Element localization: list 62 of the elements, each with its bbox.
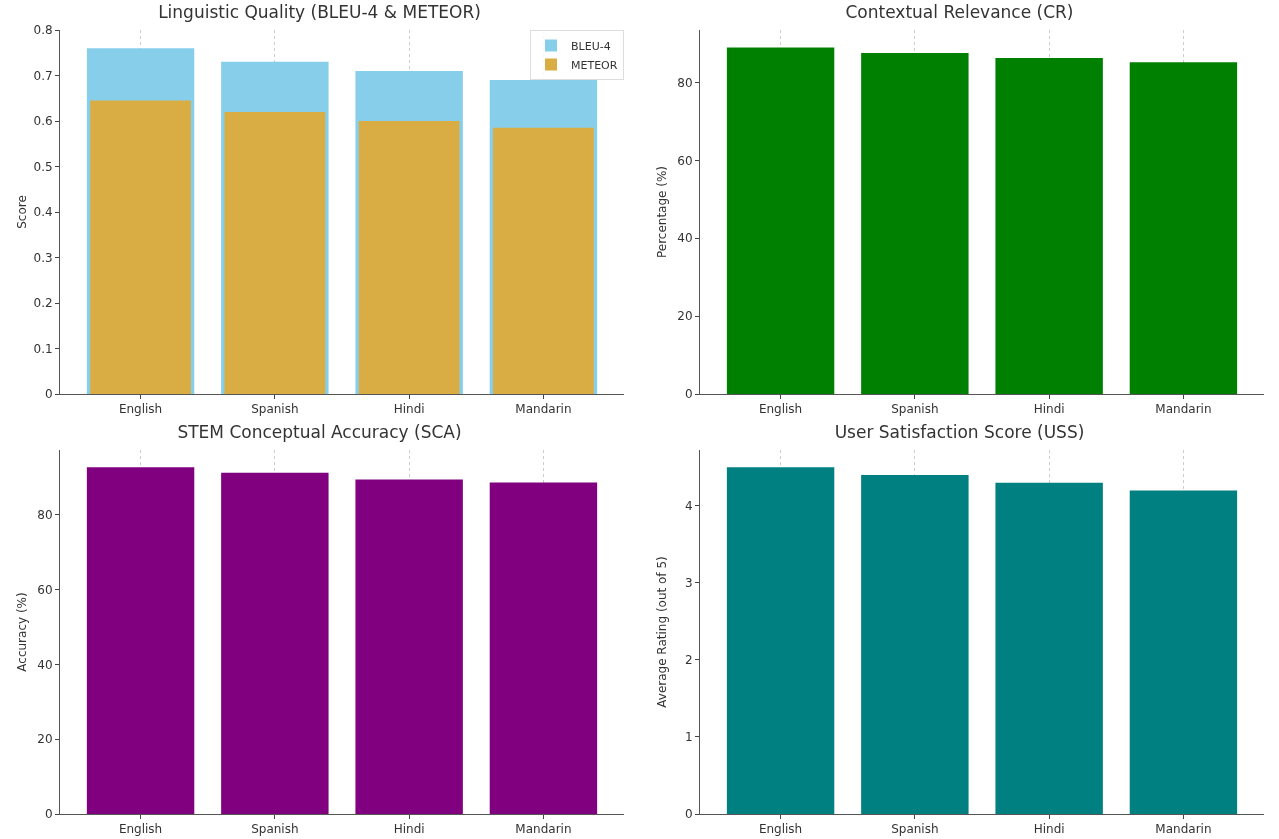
legend-label: METEOR xyxy=(571,58,618,72)
x-tick-label: English xyxy=(118,822,163,837)
y-tick-label: 4 xyxy=(684,499,693,514)
x-tick-label: Mandarin xyxy=(515,822,572,837)
y-tick-label: 0.1 xyxy=(33,341,53,356)
y-tick-label: 80 xyxy=(37,507,53,522)
x-tick-label: Hindi xyxy=(1033,822,1065,837)
legend-label: BLEU-4 xyxy=(571,39,611,53)
y-tick-label: 0.4 xyxy=(33,205,53,220)
x-tick-label: English xyxy=(118,402,163,417)
bar xyxy=(1129,490,1238,814)
x-tick-label: Spanish xyxy=(891,402,939,417)
y-tick-label: 0.5 xyxy=(33,159,53,174)
y-tick-label: 3 xyxy=(684,576,693,591)
bar xyxy=(358,121,460,394)
bar xyxy=(86,467,195,814)
y-axis-title: Accuracy (%) xyxy=(15,592,29,672)
y-tick-label: 0.6 xyxy=(33,114,53,129)
bar xyxy=(224,111,326,394)
x-tick-label: Mandarin xyxy=(1155,402,1212,417)
bar xyxy=(489,482,598,814)
bar xyxy=(995,482,1103,814)
y-axis-title: Score xyxy=(15,195,29,229)
y-tick-label: 0.3 xyxy=(33,250,53,265)
bar xyxy=(355,479,463,814)
y-tick-label: 0 xyxy=(44,807,53,822)
x-tick-label: English xyxy=(758,822,803,837)
y-tick-label: 0 xyxy=(44,387,53,402)
y-tick-label: 2 xyxy=(684,653,693,668)
bar xyxy=(493,127,594,394)
y-tick-label: 20 xyxy=(37,732,53,747)
y-tick-label: 60 xyxy=(37,582,53,597)
x-tick-label: Mandarin xyxy=(515,402,572,417)
x-tick-label: Spanish xyxy=(251,402,299,417)
chart-title: User Satisfaction Score (USS) xyxy=(834,422,1085,443)
y-tick-label: 0.8 xyxy=(33,23,53,38)
x-tick-label: Mandarin xyxy=(1155,822,1212,837)
y-tick-label: 1 xyxy=(684,730,693,745)
y-tick-label: 60 xyxy=(677,153,693,168)
bar xyxy=(861,475,969,814)
y-axis-title: Average Rating (out of 5) xyxy=(655,556,669,708)
y-axis-title: Percentage (%) xyxy=(655,165,669,259)
x-tick-label: English xyxy=(758,402,803,417)
y-tick-label: 40 xyxy=(37,657,53,672)
chart-title: STEM Conceptual Accuracy (SCA) xyxy=(177,422,462,443)
x-tick-label: Hindi xyxy=(1033,402,1065,417)
y-tick-label: 80 xyxy=(677,75,693,90)
x-tick-label: Spanish xyxy=(251,822,299,837)
y-tick-label: 0 xyxy=(684,387,693,402)
x-tick-label: Hindi xyxy=(393,822,425,837)
bar xyxy=(221,472,329,814)
y-tick-label: 20 xyxy=(677,309,693,324)
y-tick-label: 0 xyxy=(684,807,693,822)
y-tick-label: 0.2 xyxy=(33,296,53,311)
y-tick-label: 0.7 xyxy=(33,68,53,83)
x-tick-label: Hindi xyxy=(393,402,425,417)
bar xyxy=(726,467,835,814)
chart-title: Linguistic Quality (BLEU-4 & METEOR) xyxy=(158,2,481,23)
chart-title: Contextual Relevance (CR) xyxy=(845,2,1074,23)
x-tick-label: Spanish xyxy=(891,822,939,837)
bar xyxy=(90,100,191,394)
y-tick-label: 40 xyxy=(677,231,693,246)
